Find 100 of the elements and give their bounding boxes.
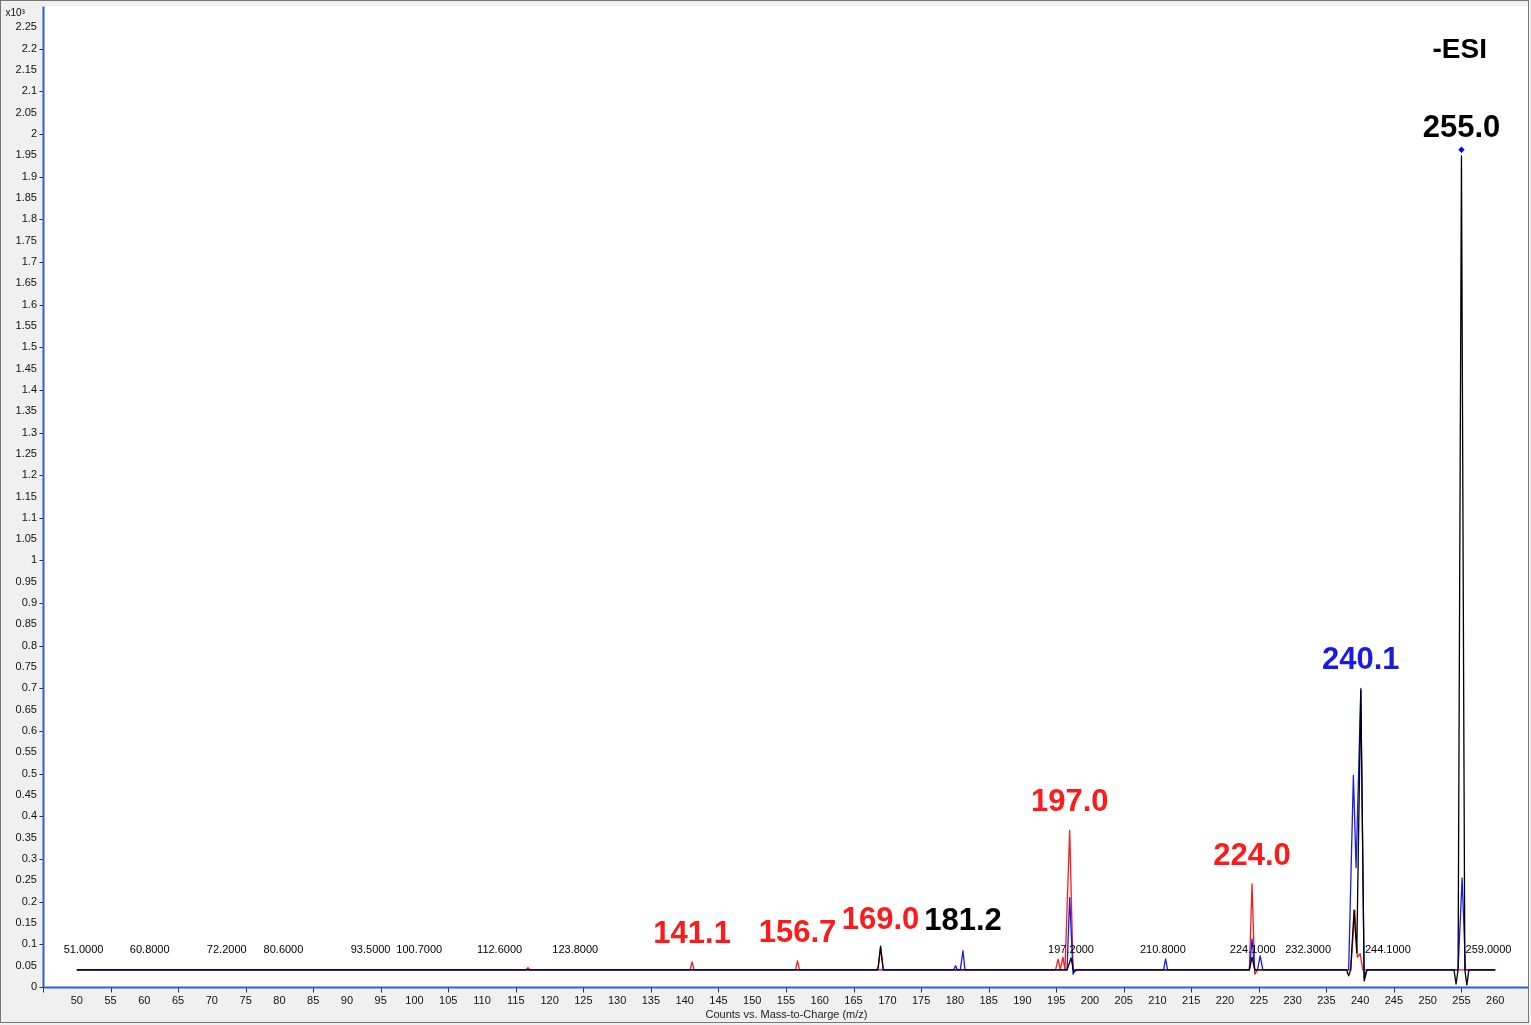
- annotation: 244.1000: [1364, 943, 1411, 955]
- y-tick-label: 1.5: [21, 340, 37, 353]
- annotation: 93.5000: [350, 943, 391, 955]
- annotation: 60.8000: [129, 943, 170, 955]
- y-tick-label: 0: [30, 980, 37, 992]
- y-tick-label: 2.2: [21, 41, 37, 54]
- y-tick-label: 1.6: [21, 297, 37, 310]
- y-tick-label: 1.05: [15, 532, 37, 545]
- y-tick-label: 0.45: [15, 788, 37, 801]
- x-tick-label: 200: [1080, 994, 1100, 1006]
- y-tick-label: 0.25: [15, 873, 37, 886]
- y-tick-label: 1.2: [21, 468, 37, 481]
- y-tick-label: 1: [30, 553, 37, 566]
- x-tick-label: 180: [945, 994, 965, 1006]
- x-tick-label: 225: [1249, 994, 1268, 1006]
- annotation: 232.3000: [1285, 943, 1332, 955]
- x-tick-label: 155: [776, 994, 796, 1006]
- y-tick-label: 1.9: [21, 169, 37, 182]
- x-tick-label: 50: [70, 994, 83, 1006]
- x-tick-label: 65: [171, 994, 185, 1006]
- y-tick-label: 1.3: [21, 425, 37, 438]
- x-tick-label: 60: [138, 994, 151, 1006]
- x-tick-label: 220: [1215, 994, 1235, 1006]
- x-tick-label: 120: [540, 994, 559, 1006]
- annotation: 259.0000: [1465, 943, 1512, 955]
- x-tick-label: 100: [405, 994, 424, 1006]
- x-tick-label: 70: [205, 994, 218, 1006]
- x-tick-label: 80: [273, 994, 286, 1006]
- y-axis-title: x10³: [5, 6, 26, 18]
- x-tick-label: 195: [1047, 994, 1066, 1006]
- x-tick-label: 255: [1452, 994, 1471, 1006]
- y-tick-label: 1.8: [21, 212, 37, 225]
- y-tick-label: 1.85: [15, 190, 37, 203]
- y-tick-label: 0.3: [21, 852, 37, 865]
- annotation: -ESI: [1432, 33, 1487, 64]
- x-tick-label: 55: [104, 994, 117, 1006]
- y-tick-label: 0.75: [15, 660, 37, 673]
- y-tick-label: 2.15: [15, 62, 37, 75]
- y-tick-label: 0.15: [15, 916, 37, 929]
- x-axis-title: Counts vs. Mass-to-Charge (m/z): [705, 1008, 868, 1020]
- annotation: 156.7: [758, 913, 837, 949]
- x-tick-label: 240: [1350, 994, 1370, 1006]
- x-tick-label: 140: [675, 994, 694, 1006]
- x-tick-label: 125: [574, 994, 593, 1006]
- annotation: 210.8000: [1139, 943, 1186, 955]
- y-tick-label: 2.25: [15, 20, 37, 33]
- annotation: 51.0000: [63, 943, 104, 955]
- y-tick-label: 0.55: [15, 745, 37, 758]
- y-tick-label: 1.1: [21, 510, 37, 523]
- y-tick-label: 0.2: [21, 894, 37, 907]
- annotation: 224.0: [1213, 836, 1291, 872]
- x-tick-label: 160: [810, 994, 829, 1006]
- x-tick-label: 90: [340, 994, 354, 1006]
- annotation: 240.1: [1322, 641, 1400, 677]
- x-tick-label: 260: [1486, 994, 1505, 1006]
- annotation: 100.7000: [396, 943, 443, 955]
- y-tick-label: 1.75: [15, 233, 37, 246]
- x-tick-label: 130: [607, 994, 627, 1006]
- x-tick-label: 210: [1148, 994, 1167, 1006]
- annotation: 181.2: [924, 901, 1002, 937]
- annotation: 123.8000: [552, 943, 599, 955]
- x-tick-label: 150: [743, 994, 762, 1006]
- y-tick-label: 1.55: [15, 318, 37, 331]
- annotation: 72.2000: [206, 943, 247, 955]
- y-tick-label: 1.7: [21, 254, 37, 267]
- y-tick-label: 1.95: [15, 148, 37, 161]
- annotation: 141.1: [653, 914, 731, 950]
- y-tick-label: 1.65: [15, 276, 37, 289]
- y-tick-label: 1.15: [15, 489, 37, 502]
- y-tick-label: 0.7: [21, 681, 37, 694]
- y-tick-label: 1.4: [21, 382, 37, 395]
- annotation: 255.0: [1422, 108, 1501, 144]
- x-tick-label: 235: [1317, 994, 1336, 1006]
- y-tick-label: 1.45: [15, 361, 37, 374]
- y-tick-label: 2.05: [15, 105, 37, 118]
- y-tick-label: 0.35: [15, 830, 37, 843]
- x-tick-label: 205: [1114, 994, 1133, 1006]
- y-tick-label: 1.25: [15, 446, 37, 459]
- y-tick-label: 0.9: [21, 596, 37, 609]
- y-tick-label: 0.8: [21, 638, 37, 651]
- x-tick-label: 185: [979, 994, 998, 1006]
- y-tick-label: 0.85: [15, 617, 37, 630]
- y-tick-label: 0.4: [21, 809, 37, 822]
- annotation: 112.6000: [477, 943, 523, 955]
- x-tick-label: 145: [709, 994, 728, 1006]
- x-tick-label: 105: [439, 994, 458, 1006]
- y-tick-label: 0.6: [21, 724, 37, 737]
- x-tick-label: 245: [1384, 994, 1404, 1006]
- y-tick-label: 0.05: [15, 958, 37, 971]
- y-tick-label: 2: [30, 126, 37, 139]
- x-tick-label: 95: [374, 994, 387, 1006]
- y-tick-label: 0.5: [21, 766, 37, 779]
- x-tick-label: 250: [1418, 994, 1437, 1006]
- x-tick-label: 230: [1283, 994, 1302, 1006]
- x-tick-label: 135: [641, 994, 661, 1006]
- x-tick-label: 165: [844, 994, 863, 1006]
- y-tick-label: 2.1: [21, 84, 37, 97]
- x-tick-label: 110: [473, 994, 491, 1006]
- x-tick-label: 215: [1182, 994, 1201, 1006]
- x-tick-label: 175: [911, 994, 931, 1006]
